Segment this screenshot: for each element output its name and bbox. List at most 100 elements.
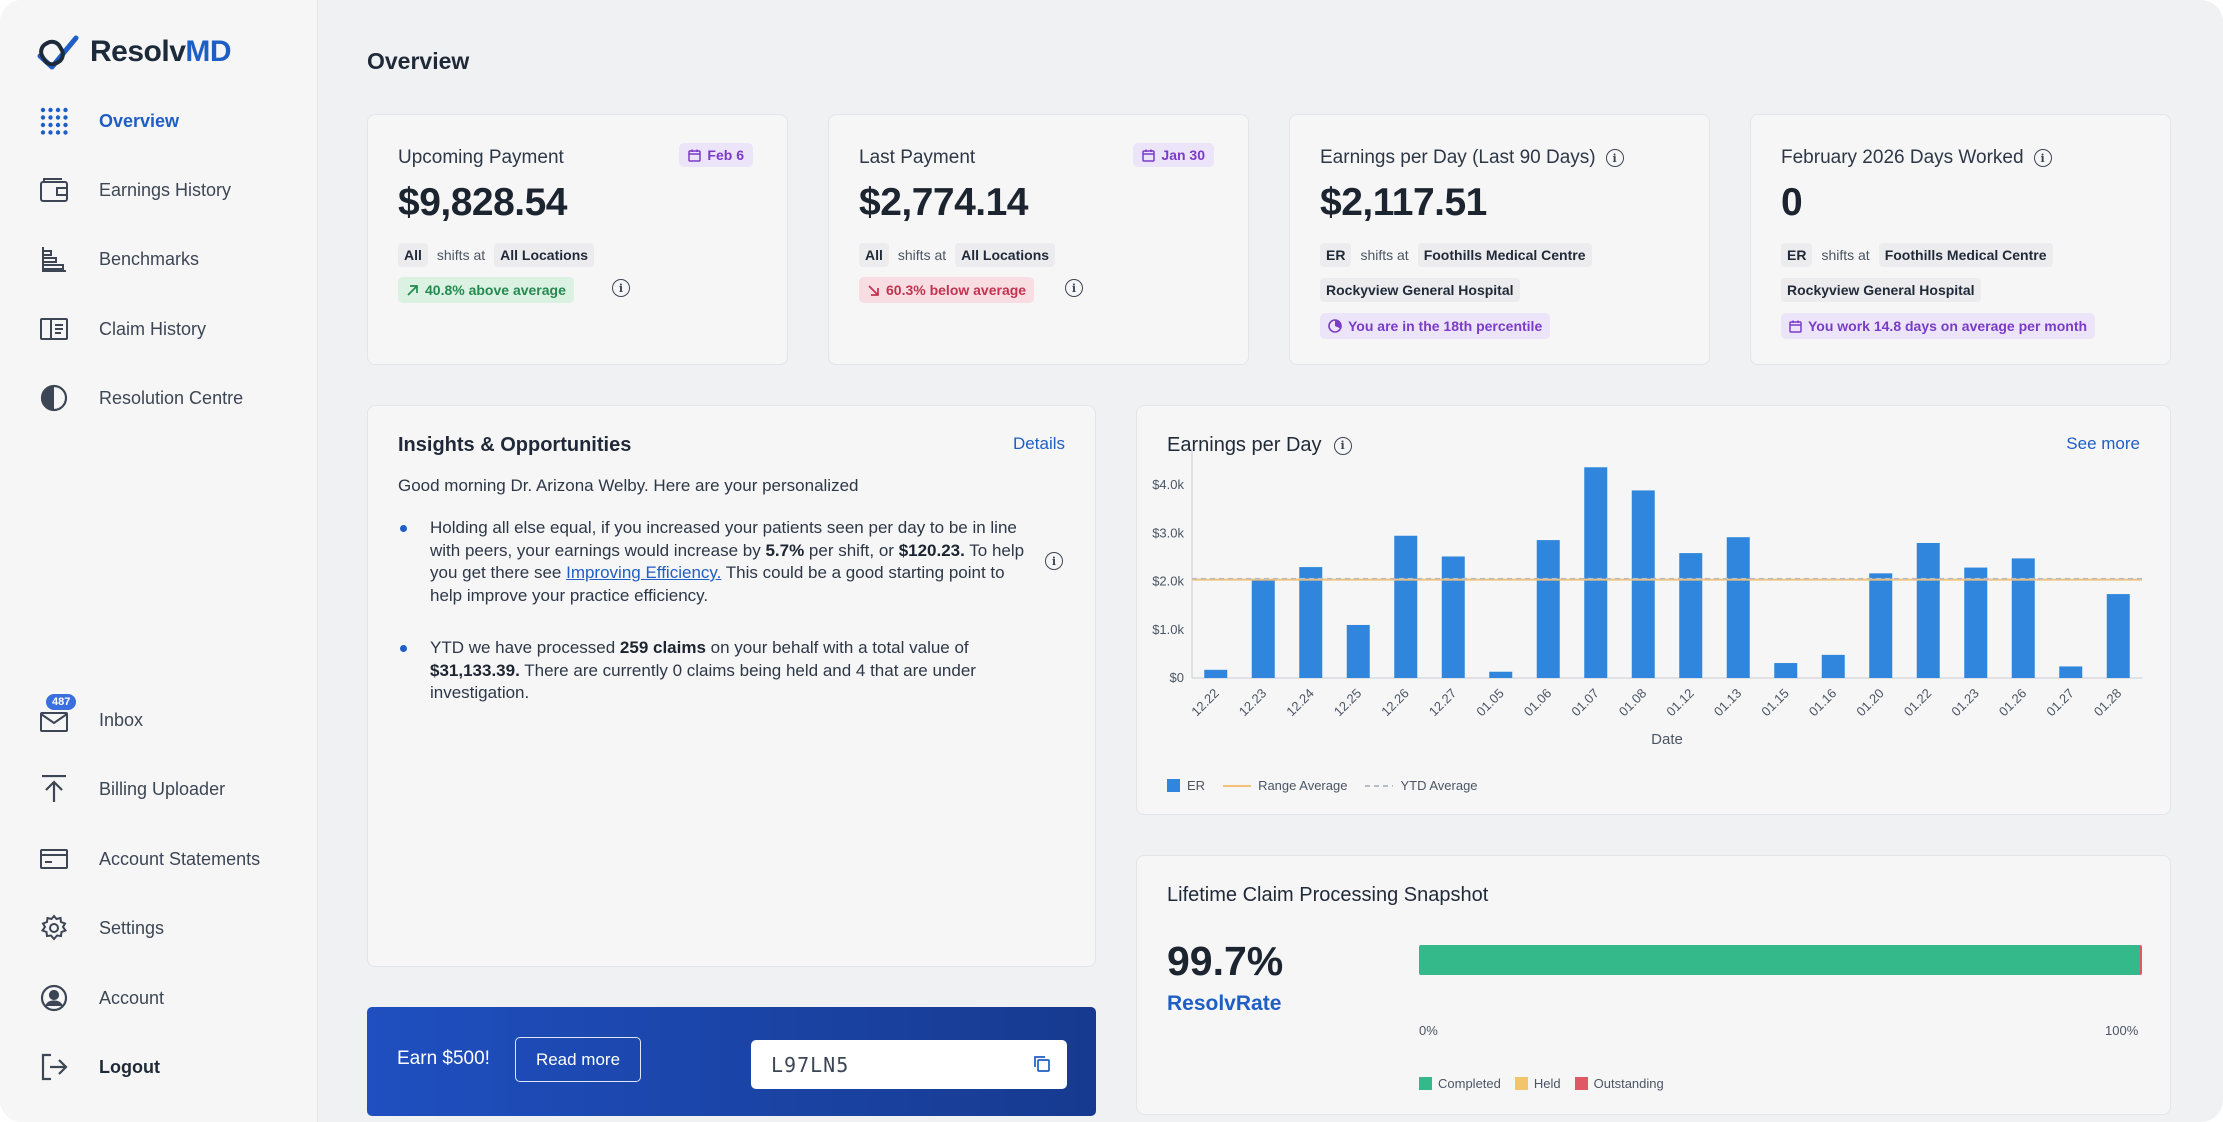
sidebar-item-billing-uploader[interactable]: Billing Uploader: [38, 769, 225, 809]
sidebar-item-settings[interactable]: Settings: [38, 908, 164, 948]
date-chip: Jan 30: [1133, 143, 1214, 167]
shifts-at-text: shifts at: [436, 247, 486, 263]
x-tick-label: 01.20: [1853, 686, 1887, 720]
upcoming-payment-card: Upcoming Payment Feb 6 $9,828.54 All shi…: [367, 114, 788, 365]
card-icon: [38, 843, 70, 875]
referral-code-field[interactable]: L97LN5: [751, 1040, 1067, 1089]
trend-pill: 40.8% above average: [398, 277, 574, 303]
improving-efficiency-link[interactable]: Improving Efficiency.: [566, 563, 722, 582]
arrow-up-right-icon: [407, 284, 418, 296]
pie-icon: [1328, 319, 1342, 333]
upload-icon: [38, 773, 70, 805]
sidebar-item-label: Inbox: [99, 709, 144, 730]
info-icon[interactable]: i: [2033, 149, 2052, 167]
logout-icon: [38, 1051, 70, 1083]
chart-bar: [1869, 573, 1893, 678]
sidebar-item-label: Account Statements: [99, 848, 261, 869]
page-title: Overview: [367, 48, 470, 74]
y-tick-label: $0: [1170, 670, 1184, 685]
sidebar-item-claim-history[interactable]: Claim History: [38, 309, 206, 349]
x-tick-label: 12.26: [1378, 686, 1412, 720]
sidebar-item-overview[interactable]: Overview: [38, 101, 179, 141]
chart-bar: [1964, 567, 1988, 678]
sidebar-item-label: Resolution Centre: [99, 387, 244, 408]
filter-row: ER shifts at Foothills Medical Centre: [1320, 243, 1592, 267]
claim-icon: [38, 313, 70, 345]
sidebar-item-label: Logout: [99, 1056, 160, 1077]
x-tick-label: 01.23: [1948, 686, 1982, 720]
pie-icon: [38, 382, 70, 414]
see-more-link[interactable]: See more: [2066, 434, 2140, 453]
grid-icon: [38, 105, 70, 137]
y-tick-label: $3.0k: [1152, 525, 1184, 540]
sidebar-item-resolution-centre[interactable]: Resolution Centre: [38, 378, 243, 418]
sidebar-item-logout[interactable]: Logout: [38, 1047, 160, 1087]
referral-code: L97LN5: [771, 1053, 850, 1077]
legend-item-held: Held: [1514, 1076, 1561, 1091]
x-tick-label: 01.26: [1996, 686, 2030, 720]
logo-icon: [36, 32, 82, 72]
chart-bar: [1821, 654, 1845, 678]
x-tick-label: 12.27: [1426, 686, 1460, 720]
info-icon[interactable]: i: [1605, 149, 1624, 167]
card-label: Earnings per Day (Last 90 Days) i: [1320, 147, 1624, 169]
y-tick-label: $4.0k: [1152, 477, 1184, 492]
earnings-chart-card: Earnings per Day i See more $0 $1.0k $2.0k $…: [1136, 405, 2171, 815]
chart-bar: [1204, 669, 1228, 678]
chart-bar: [1631, 490, 1655, 678]
calendar-icon: [1789, 320, 1802, 333]
chart-bar: [1536, 540, 1560, 678]
card-label: Upcoming Payment: [398, 147, 564, 168]
shifts-at-text: shifts at: [1360, 247, 1409, 263]
inbox-count-badge: 487: [46, 694, 77, 710]
app-logo[interactable]: ResolvMD: [36, 32, 232, 72]
filter-row: All shifts at All Locations: [859, 243, 1056, 267]
user-icon: [38, 982, 70, 1014]
filter-row: Rockyview General Hospital: [1320, 278, 1520, 302]
completed-segment: [1419, 945, 2140, 975]
claim-snapshot-card: Lifetime Claim Processing Snapshot 99.7%…: [1136, 855, 2171, 1115]
app-name: ResolvMD: [90, 35, 232, 68]
date-chip: Feb 6: [679, 143, 753, 167]
x-tick-label: 12.24: [1283, 686, 1317, 720]
calendar-icon: [1142, 149, 1156, 162]
legend-item-er: ER: [1167, 778, 1205, 793]
sidebar-item-inbox[interactable]: 487 Inbox: [38, 694, 143, 740]
chart-bar: [1441, 556, 1465, 678]
location-chip: All Locations: [955, 243, 1056, 267]
copy-icon[interactable]: [1033, 1055, 1051, 1073]
sidebar-item-account[interactable]: Account: [38, 978, 164, 1018]
card-label: February 2026 Days Worked i: [1781, 147, 2052, 169]
axis-start-label: 0%: [1419, 1023, 1438, 1038]
sidebar-item-earnings-history[interactable]: Earnings History: [38, 170, 231, 210]
chart-bar: [1584, 467, 1608, 678]
arrow-down-right-icon: [868, 284, 879, 296]
x-tick-label: 01.13: [1711, 686, 1745, 720]
location-chip: Foothills Medical Centre: [1878, 243, 2053, 267]
legend-item-range-average: Range Average: [1223, 778, 1348, 793]
average-days-pill: You work 14.8 days on average per month: [1781, 313, 2096, 339]
info-icon[interactable]: i: [1333, 436, 1352, 455]
greeting-text: Good morning Dr. Arizona Welby. Here are…: [398, 476, 859, 495]
details-link[interactable]: Details: [1013, 434, 1065, 453]
x-tick-label: 12.22: [1188, 686, 1222, 720]
info-icon[interactable]: i: [612, 279, 630, 297]
x-tick-label: 01.16: [1806, 686, 1840, 720]
chart-bar: [1251, 579, 1275, 678]
payment-amount: $9,828.54: [398, 181, 568, 224]
axis-end-label: 100%: [2105, 1023, 2139, 1038]
shifts-at-text: shifts at: [897, 247, 947, 263]
info-icon[interactable]: i: [1045, 552, 1063, 570]
filter-row: All shifts at All Locations: [398, 243, 595, 267]
x-tick-label: 01.12: [1663, 686, 1697, 720]
sidebar-item-label: Account: [99, 987, 165, 1008]
x-axis-title: Date: [1651, 731, 1683, 748]
sidebar-item-account-statements[interactable]: Account Statements: [38, 839, 260, 879]
read-more-button[interactable]: Read more: [515, 1037, 641, 1082]
info-icon[interactable]: i: [1065, 279, 1083, 297]
sidebar-item-benchmarks[interactable]: Benchmarks: [38, 239, 199, 279]
claim-progress-bar: [1419, 945, 2142, 975]
insights-title: Insights & Opportunities: [398, 434, 632, 456]
legend-item-ytd-average: YTD Average: [1365, 778, 1478, 793]
